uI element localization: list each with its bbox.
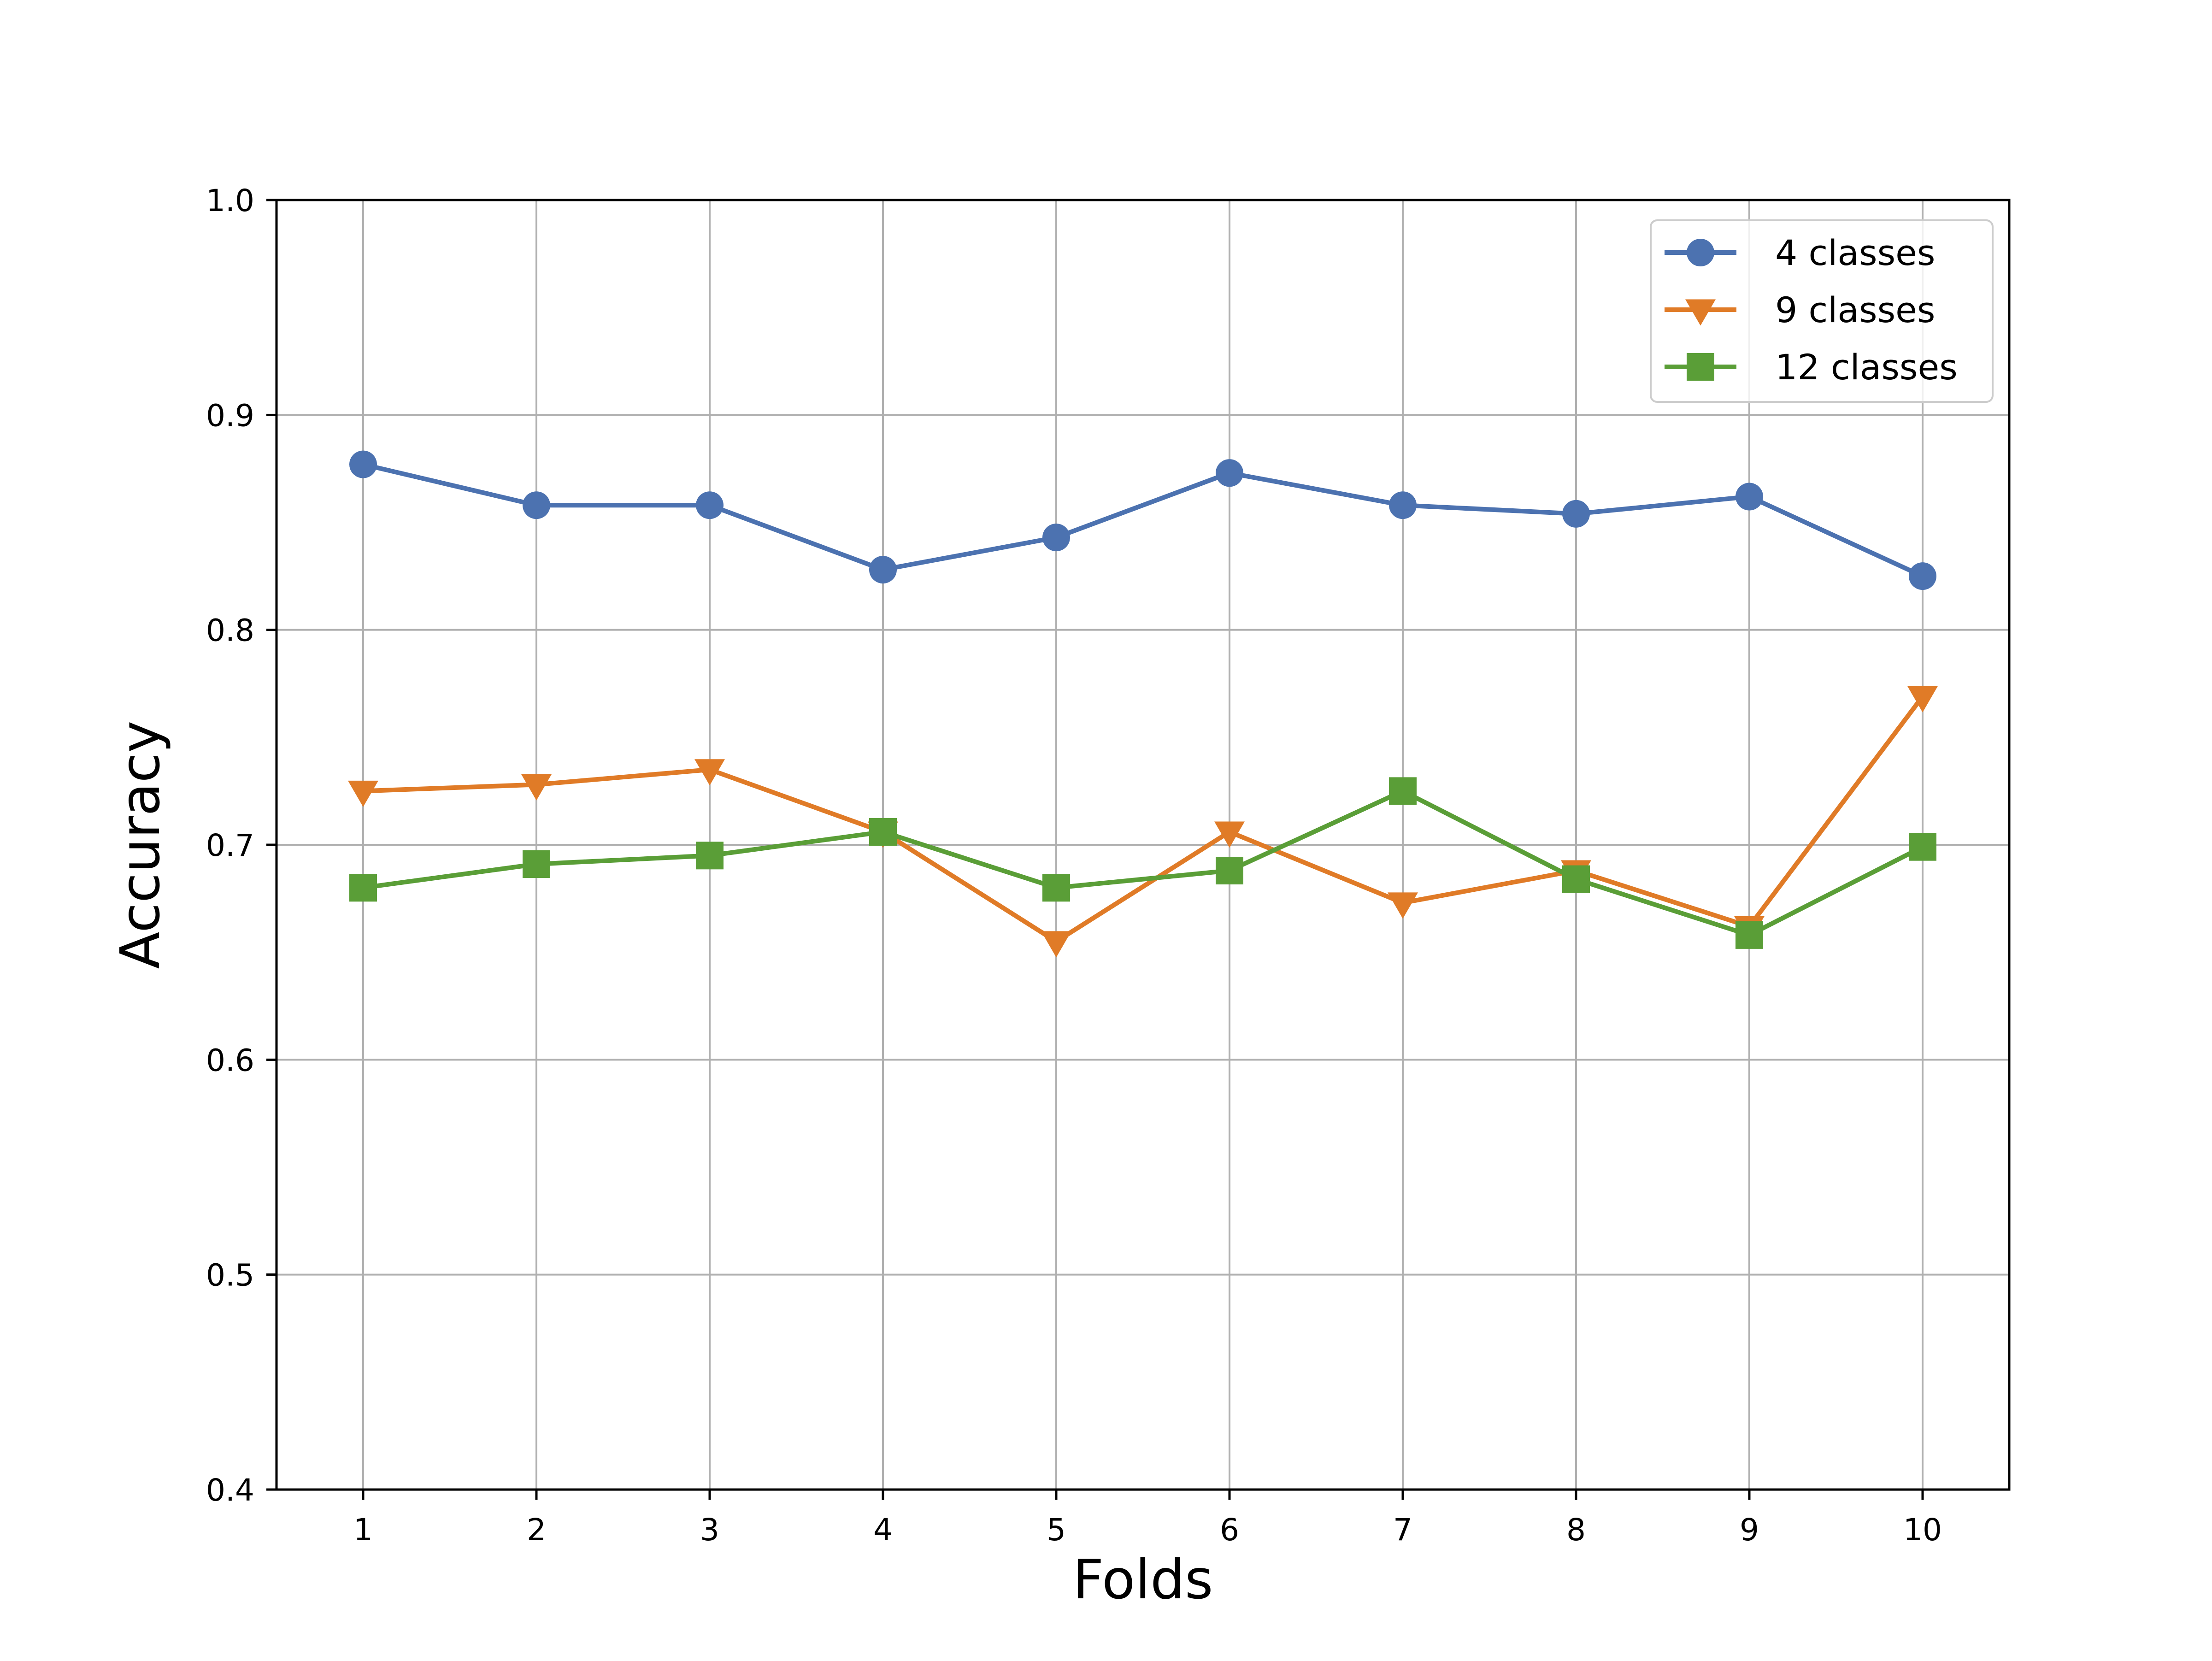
series-1 <box>349 450 1936 590</box>
data-point <box>523 491 550 519</box>
data-point <box>349 450 377 478</box>
legend-marker <box>1687 239 1714 266</box>
data-point <box>1388 892 1418 919</box>
data-point <box>696 842 724 870</box>
legend-label: 9 classes <box>1775 289 1936 330</box>
data-point <box>1216 459 1243 487</box>
legend-label: 4 classes <box>1775 232 1936 273</box>
legend-entry: 9 classes <box>1665 289 1936 330</box>
data-point <box>1909 833 1936 861</box>
data-point <box>869 818 897 846</box>
data-point <box>349 874 377 902</box>
data-point <box>1042 874 1070 902</box>
data-point <box>1735 921 1763 949</box>
data-point <box>1389 491 1417 519</box>
x-tick-label: 4 <box>873 1512 893 1548</box>
x-tick-label: 5 <box>1047 1512 1066 1548</box>
data-point <box>1214 821 1245 848</box>
x-tick-label: 8 <box>1566 1512 1586 1548</box>
data-point <box>1041 931 1071 958</box>
series-group <box>348 450 1938 958</box>
series-line <box>360 693 1926 944</box>
data-point <box>1389 777 1417 805</box>
y-tick-label: 0.7 <box>206 828 254 863</box>
x-axis-label: Folds <box>1072 1548 1213 1611</box>
data-point <box>523 850 550 878</box>
y-axis-label: Accuracy <box>108 721 172 969</box>
series-line <box>360 461 1926 579</box>
legend: 4 classes 9 classes 12 classes <box>1650 219 1994 403</box>
y-tick-label: 0.9 <box>206 398 254 433</box>
data-point <box>521 774 552 801</box>
data-point <box>696 491 724 519</box>
legend-marker <box>1687 353 1714 381</box>
series-3 <box>349 777 1936 949</box>
y-tick-label: 0.6 <box>206 1043 254 1078</box>
data-point <box>869 556 897 584</box>
x-tick-label: 9 <box>1740 1512 1759 1548</box>
x-tick-label: 2 <box>527 1512 546 1548</box>
y-tick-label: 0.8 <box>206 613 254 648</box>
legend-entry: 12 classes <box>1665 347 1958 388</box>
axis-ticks: 1 2 3 4 5 6 7 8 9 10 0.4 0.5 0.6 0.7 0.8 0.9 1.0 <box>206 183 1942 1548</box>
data-point <box>1909 562 1936 590</box>
data-point <box>1216 856 1243 884</box>
y-tick-label: 0.4 <box>206 1473 254 1508</box>
x-tick-label: 6 <box>1220 1512 1239 1548</box>
y-tick-label: 0.5 <box>206 1258 254 1293</box>
series-line <box>360 789 1926 937</box>
y-tick-label: 1.0 <box>206 183 254 218</box>
x-tick-label: 1 <box>353 1512 373 1548</box>
legend-box <box>1650 219 1994 403</box>
legend-marker <box>1685 299 1716 326</box>
data-point <box>1562 865 1590 893</box>
data-point <box>1562 500 1590 528</box>
legend-label: 12 classes <box>1775 347 1958 388</box>
data-point <box>1907 686 1938 713</box>
data-point <box>1042 524 1070 552</box>
x-tick-label: 10 <box>1903 1512 1942 1548</box>
x-tick-label: 3 <box>700 1512 719 1548</box>
data-point <box>694 759 725 786</box>
data-point <box>1735 483 1763 511</box>
legend-entry: 4 classes <box>1665 232 1936 273</box>
data-point <box>348 780 378 807</box>
x-tick-label: 7 <box>1393 1512 1412 1548</box>
